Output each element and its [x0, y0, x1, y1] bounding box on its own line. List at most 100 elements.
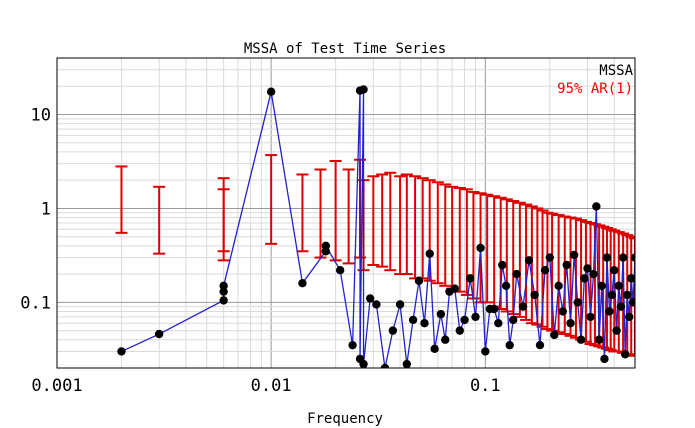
ar1-errorbar: [439, 183, 452, 287]
mssa-point: [266, 87, 276, 96]
ar1-errorbar: [394, 175, 407, 276]
ar1-errorbar: [376, 173, 389, 268]
ar1-errorbar: [431, 181, 444, 285]
mssa-point: [550, 330, 559, 340]
mssa-point: [455, 326, 464, 335]
y-tick-label: 1: [41, 199, 51, 219]
mssa-point: [494, 318, 503, 328]
mssa-point: [580, 274, 589, 283]
mssa-point: [594, 335, 604, 344]
plot-area: [115, 85, 635, 368]
ar1-errorbar: [416, 177, 429, 280]
mssa-point: [359, 359, 368, 368]
mssa-point: [471, 312, 480, 322]
mssa-point: [501, 281, 511, 291]
mssa-point: [562, 260, 571, 270]
mssa-point: [335, 266, 345, 275]
mssa-point: [219, 281, 228, 291]
axis-ticks: 0.001 0.01 0.1 0.1 1 10: [20, 106, 500, 396]
mssa-point: [512, 269, 521, 279]
ar1-errorbar: [296, 173, 309, 253]
mssa-point: [558, 307, 567, 316]
chart-title: MSSA of Test Time Series: [244, 41, 446, 57]
ar1-errorbar: [409, 175, 422, 280]
mssa-point: [569, 250, 579, 260]
mssa-point: [621, 350, 630, 359]
mssa-point: [554, 281, 563, 291]
mssa-point: [425, 249, 434, 258]
ar1-errorbar: [453, 187, 466, 293]
ar1-errorbar: [265, 154, 278, 245]
ar1-errorbar: [115, 165, 128, 234]
mssa-point: [414, 276, 424, 285]
legend-entry-ar1: 95% AR(1): [557, 81, 633, 97]
mssa-point: [450, 284, 459, 293]
mssa-point: [612, 326, 621, 335]
mssa-point: [625, 312, 634, 322]
mssa-point: [524, 256, 534, 265]
x-tick-label: 0.1: [470, 376, 501, 396]
mssa-point: [402, 359, 412, 368]
x-axis-label: Frequency: [307, 411, 383, 427]
mssa-point: [614, 281, 623, 291]
mssa-point: [219, 296, 228, 305]
ar1-errorbar: [525, 205, 538, 325]
mssa-point: [605, 307, 614, 316]
mssa-point: [505, 340, 514, 350]
mssa-point: [465, 274, 475, 283]
mssa-point: [395, 300, 405, 309]
mssa-point: [600, 354, 609, 364]
mssa-point: [489, 304, 499, 314]
ar1-errorbar: [629, 237, 635, 357]
mssa-point: [618, 253, 628, 262]
legend: MSSA 95% AR(1): [557, 63, 633, 97]
mssa-point: [535, 340, 545, 350]
ar1-errorbar: [217, 188, 230, 262]
x-tick-label: 0.01: [251, 376, 292, 396]
mssa-point: [576, 335, 586, 344]
mssa-point: [530, 290, 539, 300]
mssa-point: [420, 318, 429, 328]
mssa-point: [627, 274, 635, 283]
ar1-errorbar: [446, 185, 459, 290]
mssa-point: [441, 335, 450, 344]
mssa-point: [616, 302, 626, 311]
mssa-point: [359, 85, 368, 94]
mssa-point: [509, 315, 518, 325]
ar1-errorbar: [546, 212, 559, 332]
mssa-point: [380, 363, 390, 368]
plot-frame: [56, 57, 636, 369]
mssa-point: [583, 264, 592, 273]
mssa-point: [476, 243, 485, 253]
mssa-point: [573, 298, 582, 307]
mssa-point: [117, 347, 126, 356]
ar1-errorbar: [367, 175, 380, 266]
mssa-point: [623, 290, 632, 300]
mssa-point: [545, 253, 554, 262]
mssa-point: [408, 315, 418, 325]
mssa-point: [372, 300, 381, 309]
mssa-point: [589, 269, 598, 279]
ar1-errorbar: [153, 185, 166, 255]
ar1-errorbar: [342, 168, 355, 265]
x-tick-label: 0.001: [31, 376, 82, 396]
ar1-errorbar: [329, 160, 342, 262]
mssa-point: [436, 309, 446, 319]
ar1-errorbar: [400, 173, 413, 276]
mssa-point: [602, 253, 612, 262]
mssa-point: [219, 287, 228, 296]
mssa-point: [586, 312, 595, 322]
y-tick-label: 0.1: [20, 293, 51, 313]
mssa-point: [154, 329, 164, 339]
mssa-point: [298, 278, 307, 288]
mssa-point: [566, 318, 575, 328]
mssa-point: [607, 290, 617, 300]
mssa-point: [348, 340, 357, 350]
mssa-point: [430, 344, 439, 354]
mssa-point: [597, 281, 607, 291]
legend-entry-mssa: MSSA: [599, 63, 633, 79]
mssa-point: [628, 298, 635, 307]
ar1-errorbar: [384, 171, 397, 272]
mssa-point: [388, 326, 398, 335]
